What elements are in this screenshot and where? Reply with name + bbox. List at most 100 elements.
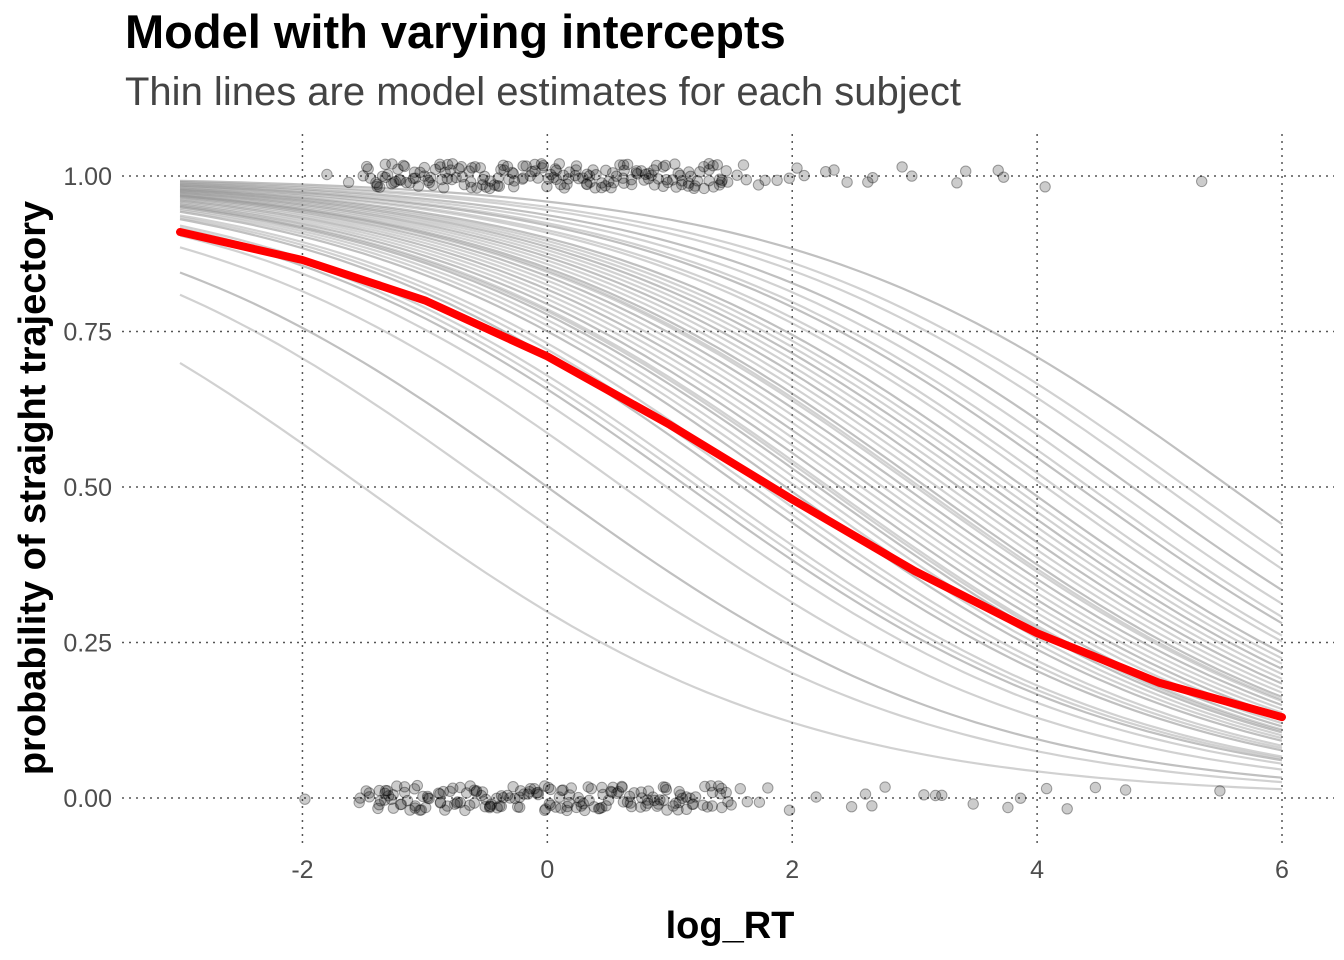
data-point [734,783,746,795]
data-point [673,796,685,809]
data-point [389,175,402,188]
data-point [400,176,412,189]
data-point [562,173,575,185]
data-point [640,800,652,812]
subject-curve [179,190,1283,675]
data-point [491,180,504,192]
data-point [542,173,555,185]
chart-subtitle: Thin lines are model estimates for each … [125,70,961,114]
data-point [621,796,634,808]
data-point [828,164,840,176]
data-point [573,172,585,185]
data-point [960,165,972,177]
data-point [532,786,544,799]
data-point [550,173,562,186]
data-point [657,781,670,793]
data-point [371,180,383,193]
data-point [468,797,480,809]
data-point [583,170,596,182]
data-point [662,176,674,189]
data-point [866,800,878,812]
data-point [374,795,387,807]
data-point [659,159,672,172]
data-point [680,791,692,803]
data-point [652,173,664,185]
data-point [401,794,414,807]
data-point [570,160,583,172]
data-point [444,785,456,797]
data-point [549,163,561,175]
data-point [387,789,399,801]
data-point [518,788,530,800]
data-point [574,796,586,808]
data-point [429,163,442,176]
data-point [360,785,372,797]
data-point [660,784,673,796]
data-point [471,182,483,194]
subject-curve [179,361,1283,791]
data-point [698,182,710,195]
data-point [414,804,426,816]
data-point [684,792,696,804]
data-point [509,792,521,805]
data-point [563,166,576,178]
data-point [506,166,518,179]
data-point [395,798,407,810]
data-point [1039,181,1051,193]
subject-curve [179,183,1283,605]
data-point [470,786,482,798]
data-point [596,177,608,189]
data-point [673,785,685,798]
data-point [446,173,458,186]
data-point [635,786,647,798]
data-point [379,158,391,171]
data-point [299,793,311,805]
subject-curve [179,218,1283,752]
data-point [611,787,623,799]
data-point [618,164,630,177]
population-curve [176,228,1286,722]
data-point [395,174,407,186]
data-point [1014,792,1027,804]
data-point [445,164,457,176]
data-point [415,804,427,816]
data-point [599,180,612,192]
data-point [383,790,395,802]
data-point [657,180,669,193]
data-point [434,788,446,800]
data-point [731,169,743,181]
data-point [648,164,660,176]
data-point [967,798,979,810]
data-point [381,785,393,797]
data-point [621,158,634,171]
data-point [659,781,672,793]
data-point [896,161,908,173]
data-point [581,168,593,181]
data-point [454,781,466,794]
subject-curve [179,180,1283,556]
data-point [918,789,930,801]
data-point [634,801,647,813]
x-tick-label: 4 [1030,856,1044,884]
data-point [697,799,709,811]
data-point [725,799,737,811]
data-point [596,801,608,814]
data-point [503,173,515,186]
subject-curve [179,200,1283,721]
subject-curves [179,179,1283,791]
data-point [706,800,718,812]
subject-curve [179,209,1283,740]
data-point [423,176,435,189]
data-point [1061,803,1073,815]
data-point [616,780,628,793]
data-point [572,791,584,804]
subject-curve [179,293,1283,784]
data-point [391,780,403,792]
data-point [762,782,774,794]
observation-points [299,158,1226,817]
data-point [484,800,496,812]
data-point [654,794,666,806]
data-point [557,784,569,796]
data-point [475,789,488,802]
data-point [737,159,750,171]
